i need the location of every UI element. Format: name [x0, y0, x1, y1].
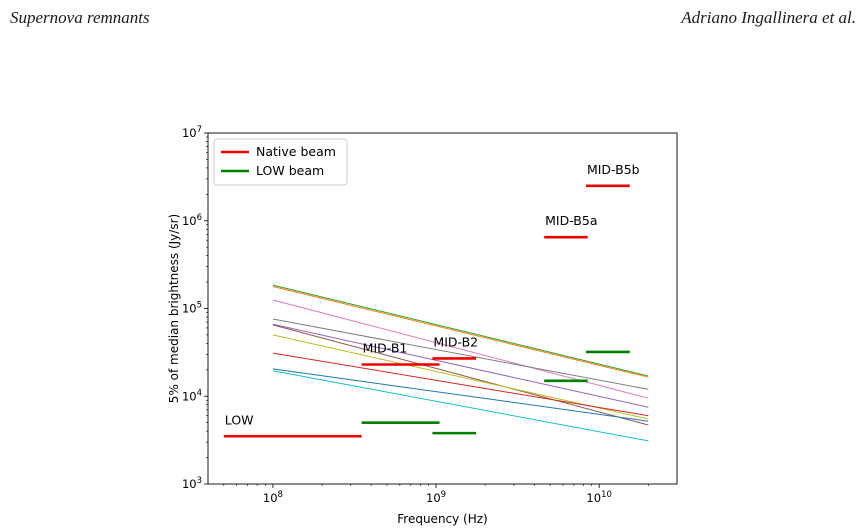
series-line-1: [272, 284, 649, 377]
series-line-2: [272, 286, 649, 378]
series-line-10: [272, 370, 649, 442]
band-label: LOW: [225, 412, 254, 427]
plot-area: LOW MID-B1 MID-B2 MID-B5a MID-B5b 108 109 1010 1…: [167, 125, 678, 526]
legend: Native beam LOW beam: [213, 138, 348, 186]
series-line-9: [272, 368, 649, 422]
y-axis-label: 5% of median brightness (Jy/sr): [167, 214, 181, 403]
band-label: MID-B5b: [587, 162, 640, 177]
legend-label: LOW beam: [256, 163, 324, 178]
y-tick-label: 107: [182, 125, 202, 140]
y-tick-label: 104: [182, 388, 202, 403]
y-tick-label: 106: [182, 213, 202, 228]
band-label: MID-B5a: [545, 213, 597, 228]
running-header-title: Supernova remnants: [10, 8, 150, 27]
x-tick-label: 108: [263, 490, 283, 505]
series-line-8: [272, 352, 649, 417]
series-line-4: [272, 318, 649, 390]
series-line-5: [272, 323, 649, 408]
y-tick-label: 105: [182, 301, 202, 316]
x-tick-label: 1010: [586, 490, 611, 505]
data-layer: [223, 184, 649, 442]
y-tick-label: 103: [182, 476, 202, 491]
legend-label: Native beam: [256, 144, 336, 159]
running-header-authors: Adriano Ingallinera et al.: [681, 8, 856, 27]
band-label: MID-B1: [363, 341, 408, 356]
x-axis-label: Frequency (Hz): [397, 512, 488, 526]
x-tick-label: 109: [426, 490, 446, 505]
legend-box: [213, 138, 348, 186]
band-label: MID-B2: [433, 334, 478, 349]
series-line-6: [272, 324, 649, 426]
